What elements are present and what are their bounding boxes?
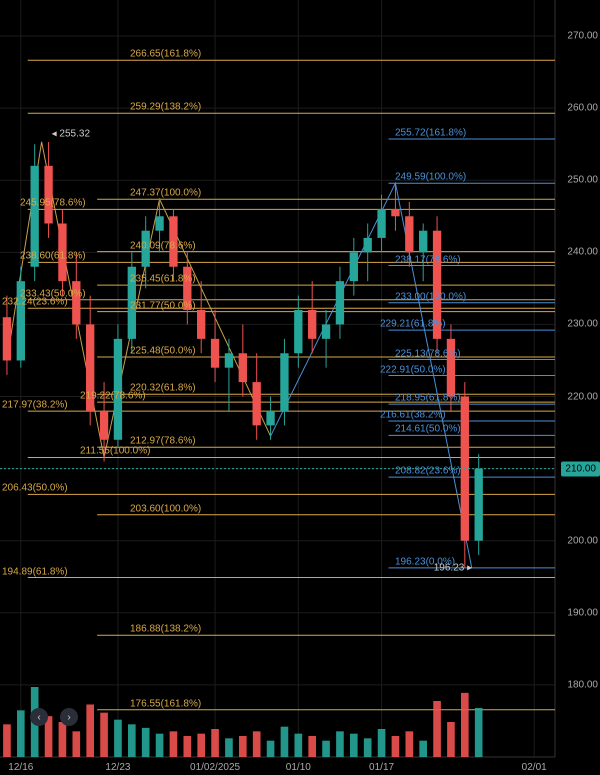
x-tick-label: 01/17: [369, 762, 394, 773]
x-tick-label: 12/16: [8, 762, 33, 773]
price-chart[interactable]: [0, 0, 600, 775]
y-tick-label: 200.00: [567, 535, 598, 546]
chevron-left-icon: ‹: [37, 712, 40, 723]
y-tick-label: 190.00: [567, 607, 598, 618]
y-tick-label: 180.00: [567, 679, 598, 690]
x-tick-label: 01/02/2025: [190, 762, 240, 773]
x-tick-label: 12/23: [105, 762, 130, 773]
y-tick-label: 260.00: [567, 103, 598, 114]
nav-left-button[interactable]: ‹: [30, 708, 48, 726]
current-price-badge: 210.00: [561, 461, 600, 476]
x-tick-label: 02/01: [522, 762, 547, 773]
y-tick-label: 250.00: [567, 175, 598, 186]
nav-right-button[interactable]: ›: [60, 708, 78, 726]
y-tick-label: 230.00: [567, 319, 598, 330]
x-tick-label: 01/10: [286, 762, 311, 773]
y-tick-label: 220.00: [567, 391, 598, 402]
y-tick-label: 240.00: [567, 247, 598, 258]
y-tick-label: 270.00: [567, 31, 598, 42]
chevron-right-icon: ›: [67, 712, 70, 723]
